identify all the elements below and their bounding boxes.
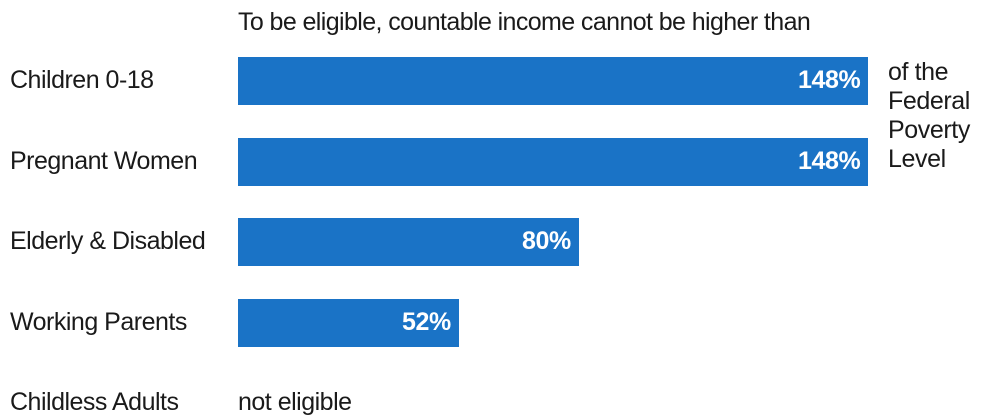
- fpl-note-line: of the: [888, 58, 949, 86]
- federal-poverty-level-note: of the Federal Poverty Level: [888, 58, 970, 174]
- bar-value-label: 80%: [522, 227, 571, 255]
- category-label: Children 0-18: [10, 66, 154, 94]
- fpl-note-line: Federal: [888, 87, 970, 115]
- category-label: Pregnant Women: [10, 146, 198, 175]
- bar-value-label: 148%: [798, 66, 861, 94]
- bar: [238, 137, 868, 186]
- fpl-note-line: Poverty: [888, 116, 970, 144]
- category-label: Working Parents: [10, 307, 187, 336]
- not-eligible-label: not eligible: [238, 388, 352, 416]
- bar: [238, 218, 579, 266]
- bar: [238, 57, 868, 105]
- bar: [238, 298, 459, 347]
- chart-title: To be eligible, countable income cannot …: [238, 8, 811, 36]
- category-label: Elderly & Disabled: [10, 227, 206, 255]
- bar-value-label: 52%: [402, 307, 451, 336]
- bar-value-label: 148%: [798, 146, 861, 175]
- fpl-note-line: Level: [888, 145, 946, 173]
- category-label: Childless Adults: [10, 388, 179, 416]
